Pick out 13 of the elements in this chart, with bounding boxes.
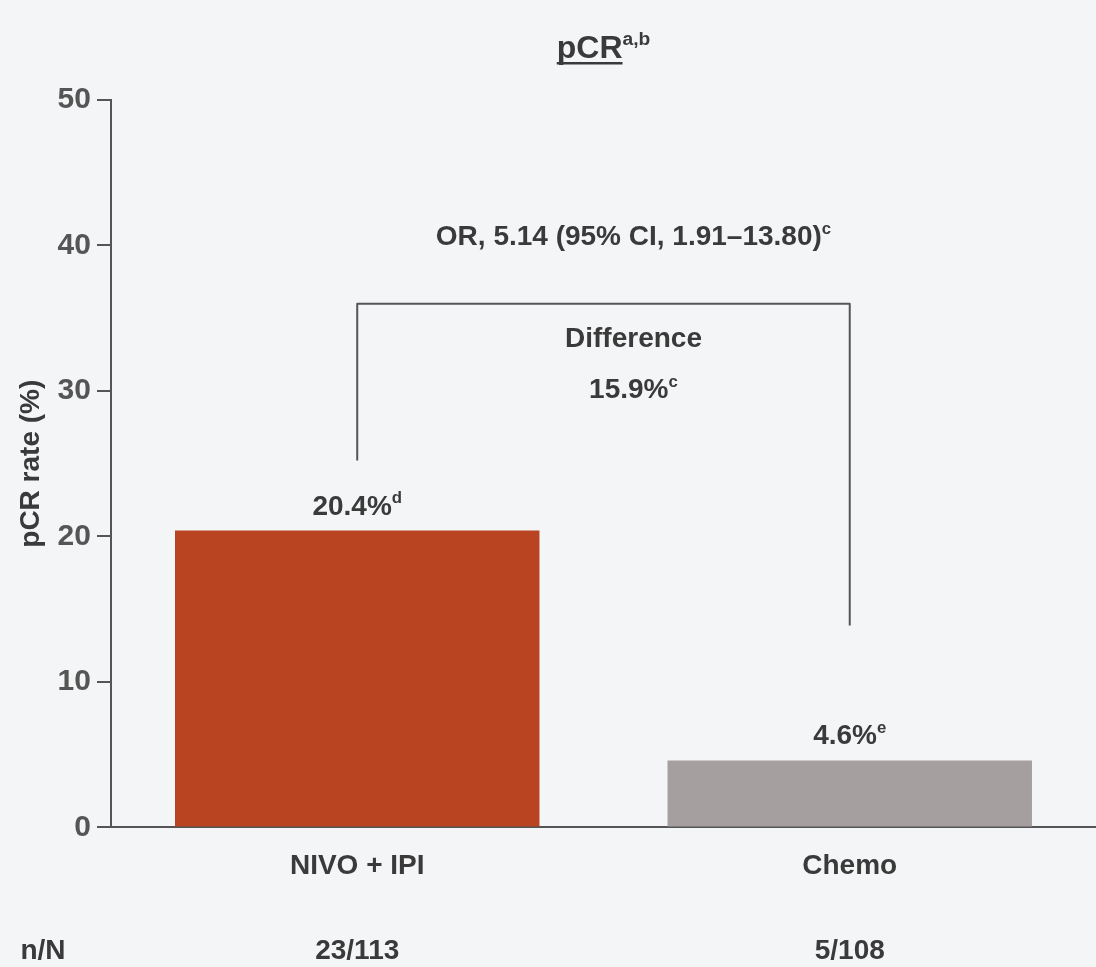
text: 23/113 [315,934,400,965]
y-tick-label: 30 [57,372,91,406]
y-tick-label: 20 [57,517,91,551]
annotation: Difference [565,322,702,354]
text: 5/108 [814,934,885,965]
text: n/N [20,934,66,965]
y-tick-label: 40 [57,226,91,260]
x-tick-label: Chemo [802,848,898,880]
y-tick-label: 10 [57,663,91,697]
y-axis-title: pCR rate (%) [13,379,45,548]
y-tick-label: 50 [57,81,91,115]
y-tick-label: 0 [74,808,91,842]
x-tick-label: NIVO + IPI [289,848,425,880]
